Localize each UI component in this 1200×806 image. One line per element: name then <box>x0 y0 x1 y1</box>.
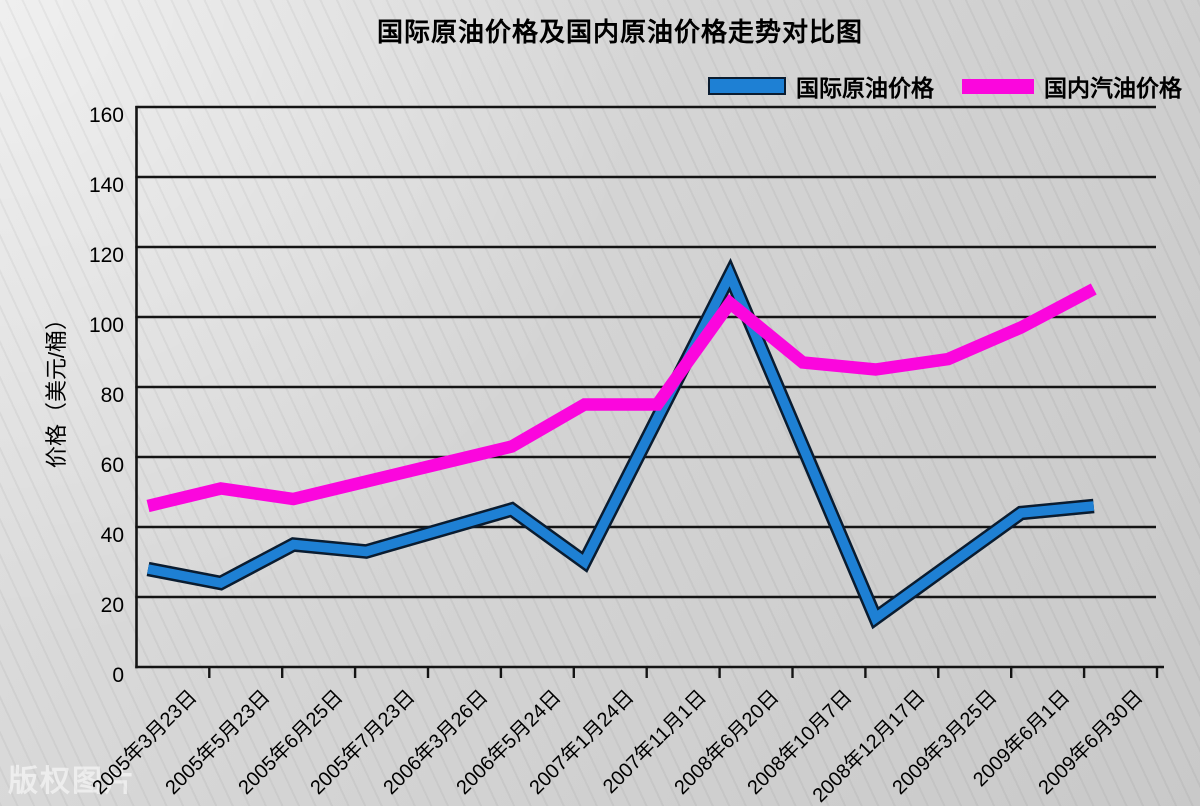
legend-item-domestic: 国内汽油价格 <box>962 69 1182 103</box>
chart-title: 国际原油价格及国内原油价格走势对比图 <box>376 17 863 47</box>
y-tick-label: 120 <box>88 244 124 267</box>
y-tick-label: 60 <box>100 454 124 477</box>
legend-item-international: 国际原油价格 <box>708 69 934 103</box>
legend: 国际原油价格 国内汽油价格 <box>708 70 1196 102</box>
y-tick-label: 40 <box>100 524 124 547</box>
y-tick-label: 0 <box>112 664 124 687</box>
y-tick-label: 160 <box>88 104 124 127</box>
y-tick-label: 80 <box>100 384 124 407</box>
y-tick-label: 20 <box>100 594 124 617</box>
watermark: 版权图片 <box>8 765 136 798</box>
series-line-international <box>147 263 1095 626</box>
legend-label-international: 国际原油价格 <box>796 75 934 101</box>
legend-label-domestic: 国内汽油价格 <box>1044 75 1182 101</box>
legend-swatch-domestic-icon <box>962 78 1034 94</box>
y-tick-label: 100 <box>88 314 124 337</box>
series-line-domestic <box>146 283 1097 513</box>
legend-swatch-international-icon <box>708 77 786 95</box>
y-tick-label: 140 <box>88 174 124 197</box>
